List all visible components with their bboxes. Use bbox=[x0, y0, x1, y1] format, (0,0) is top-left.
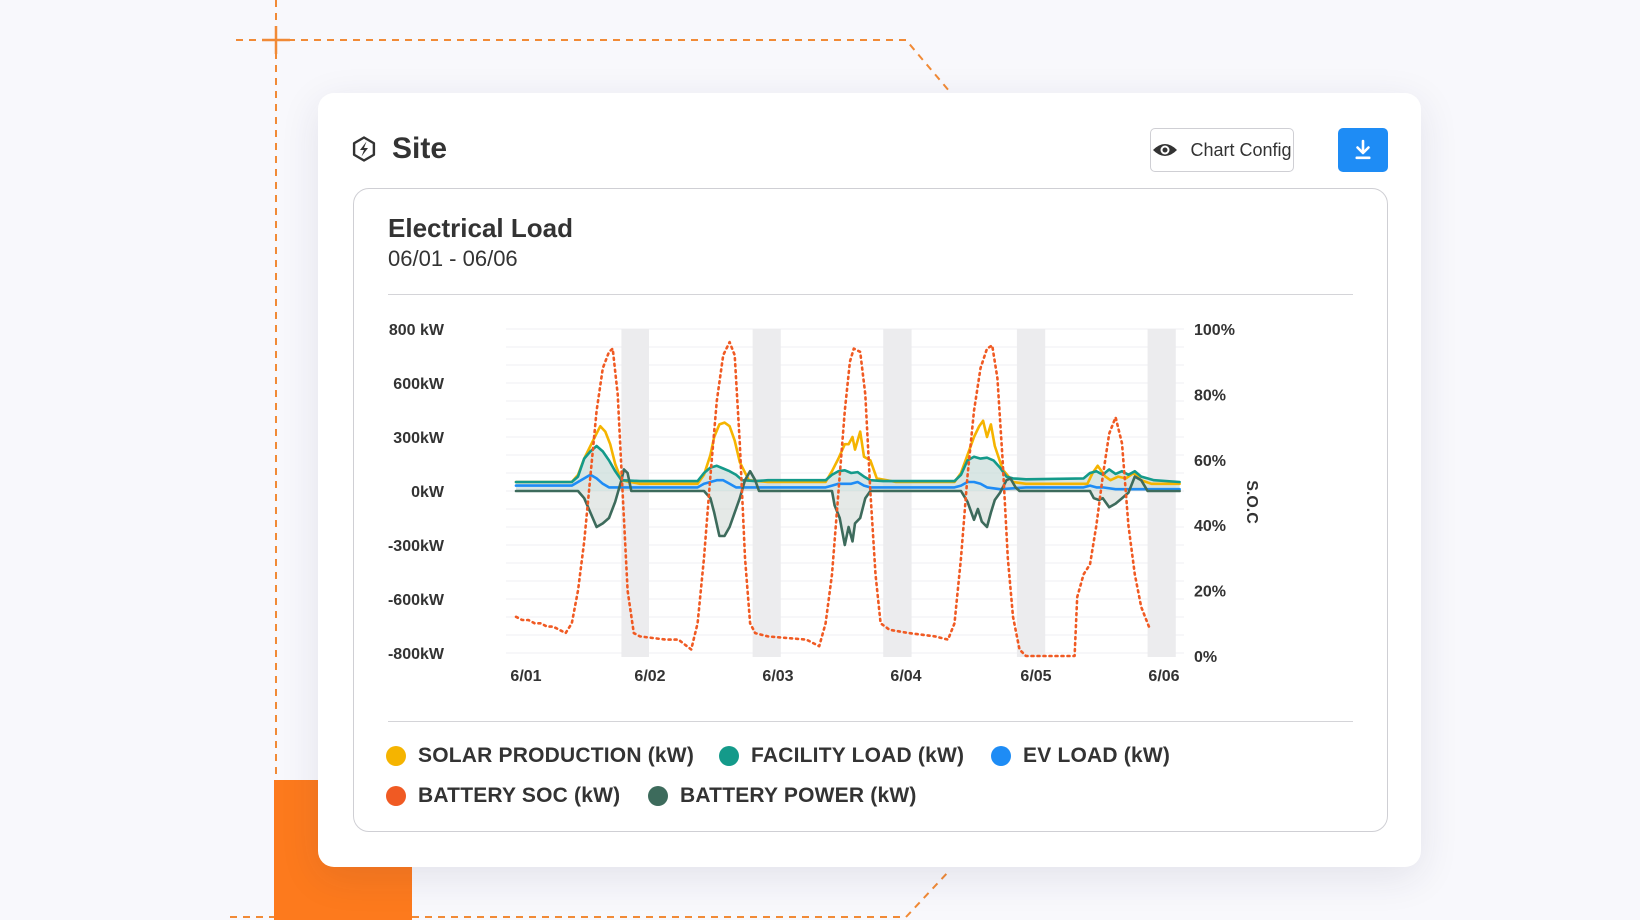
chart-panel: Electrical Load 06/01 - 06/06 800 kW 600k… bbox=[353, 188, 1388, 832]
shaded-band bbox=[752, 329, 781, 657]
shaded-band bbox=[1016, 329, 1046, 657]
deco-dashed-line-bottom bbox=[230, 869, 951, 918]
legend-dot-icon bbox=[386, 746, 406, 766]
shaded-band bbox=[883, 329, 912, 657]
electrical-load-chart: 800 kW 600kW 300kW 0kW -300kW -600kW -800kW 100… bbox=[388, 322, 1260, 685]
series-line-ev-load bbox=[514, 473, 1181, 491]
x-tick-label: 6/02 bbox=[634, 668, 665, 685]
y-left-tick-label: -800kW bbox=[388, 646, 445, 663]
legend-label: BATTERY POWER (kW) bbox=[680, 784, 917, 807]
legend-dot-icon bbox=[648, 786, 668, 806]
y-left-tick-label: -600kW bbox=[388, 592, 445, 609]
legend-label: SOLAR PRODUCTION (kW) bbox=[418, 744, 695, 767]
legend-item[interactable]: BATTERY SOC (kW) bbox=[386, 784, 620, 808]
chart-config-label: Chart Config bbox=[1190, 139, 1292, 160]
legend-label: FACILITY LOAD (kW) bbox=[751, 744, 965, 767]
chart-date-range: 06/01 - 06/06 bbox=[388, 246, 518, 271]
deco-crosshair-icon bbox=[262, 26, 290, 54]
y-left-tick-label: 600kW bbox=[393, 376, 445, 393]
legend-dot-icon bbox=[386, 786, 406, 806]
chart-shaded-bands bbox=[621, 329, 1176, 657]
chart-title: Electrical Load bbox=[388, 213, 573, 243]
legend-item[interactable]: BATTERY POWER (kW) bbox=[648, 784, 917, 808]
eye-icon bbox=[1153, 144, 1178, 156]
chart-axes: 800 kW 600kW 300kW 0kW -300kW -600kW -800kW 100… bbox=[388, 322, 1260, 685]
y-left-tick-label: -300kW bbox=[388, 538, 445, 555]
series-line-solar-production bbox=[514, 419, 1181, 486]
y-right-tick-label: 80% bbox=[1194, 387, 1226, 404]
x-tick-label: 6/04 bbox=[890, 668, 921, 685]
x-tick-label: 6/03 bbox=[762, 668, 793, 685]
y-right-tick-label: 100% bbox=[1194, 322, 1235, 339]
legend-dot-icon bbox=[719, 746, 739, 766]
x-tick-label: 6/05 bbox=[1020, 668, 1051, 685]
series-line-battery-power bbox=[514, 468, 1181, 547]
y-right-tick-label: 0% bbox=[1194, 649, 1217, 666]
series-line-battery-soc bbox=[514, 340, 1152, 658]
legend-label: EV LOAD (kW) bbox=[1023, 744, 1171, 767]
y-left-tick-label: 800 kW bbox=[389, 322, 445, 339]
site-card: Site Chart Config Electrical Load 06/01 … bbox=[318, 93, 1421, 867]
shaded-band bbox=[621, 329, 649, 657]
shaded-band bbox=[1147, 329, 1176, 657]
deco-dashed-line-top bbox=[236, 39, 951, 93]
download-button[interactable] bbox=[1338, 128, 1388, 172]
y-right-tick-label: 40% bbox=[1194, 518, 1226, 535]
x-tick-label: 6/01 bbox=[510, 668, 541, 685]
y-left-tick-label: 0kW bbox=[411, 484, 445, 501]
legend-item[interactable]: SOLAR PRODUCTION (kW) bbox=[386, 744, 694, 768]
page-title: Site bbox=[392, 132, 448, 165]
bolt-icon bbox=[352, 136, 376, 162]
download-icon bbox=[1355, 139, 1371, 160]
y-left-tick-label: 300kW bbox=[393, 430, 445, 447]
y-right-tick-label: 20% bbox=[1194, 584, 1226, 601]
legend-item[interactable]: EV LOAD (kW) bbox=[991, 744, 1170, 768]
legend-dot-icon bbox=[991, 746, 1011, 766]
card-header: Site bbox=[350, 127, 447, 171]
legend-label: BATTERY SOC (kW) bbox=[418, 784, 621, 807]
header-divider bbox=[388, 294, 1353, 295]
legend-item[interactable]: FACILITY LOAD (kW) bbox=[719, 744, 964, 768]
x-tick-label: 6/06 bbox=[1148, 668, 1179, 685]
y-right-tick-label: 60% bbox=[1194, 453, 1226, 470]
chart-series bbox=[514, 340, 1181, 658]
legend-divider bbox=[388, 721, 1353, 722]
y-right-axis-label: S.O.C bbox=[1243, 480, 1260, 524]
chart-config-button[interactable]: Chart Config bbox=[1150, 128, 1294, 172]
